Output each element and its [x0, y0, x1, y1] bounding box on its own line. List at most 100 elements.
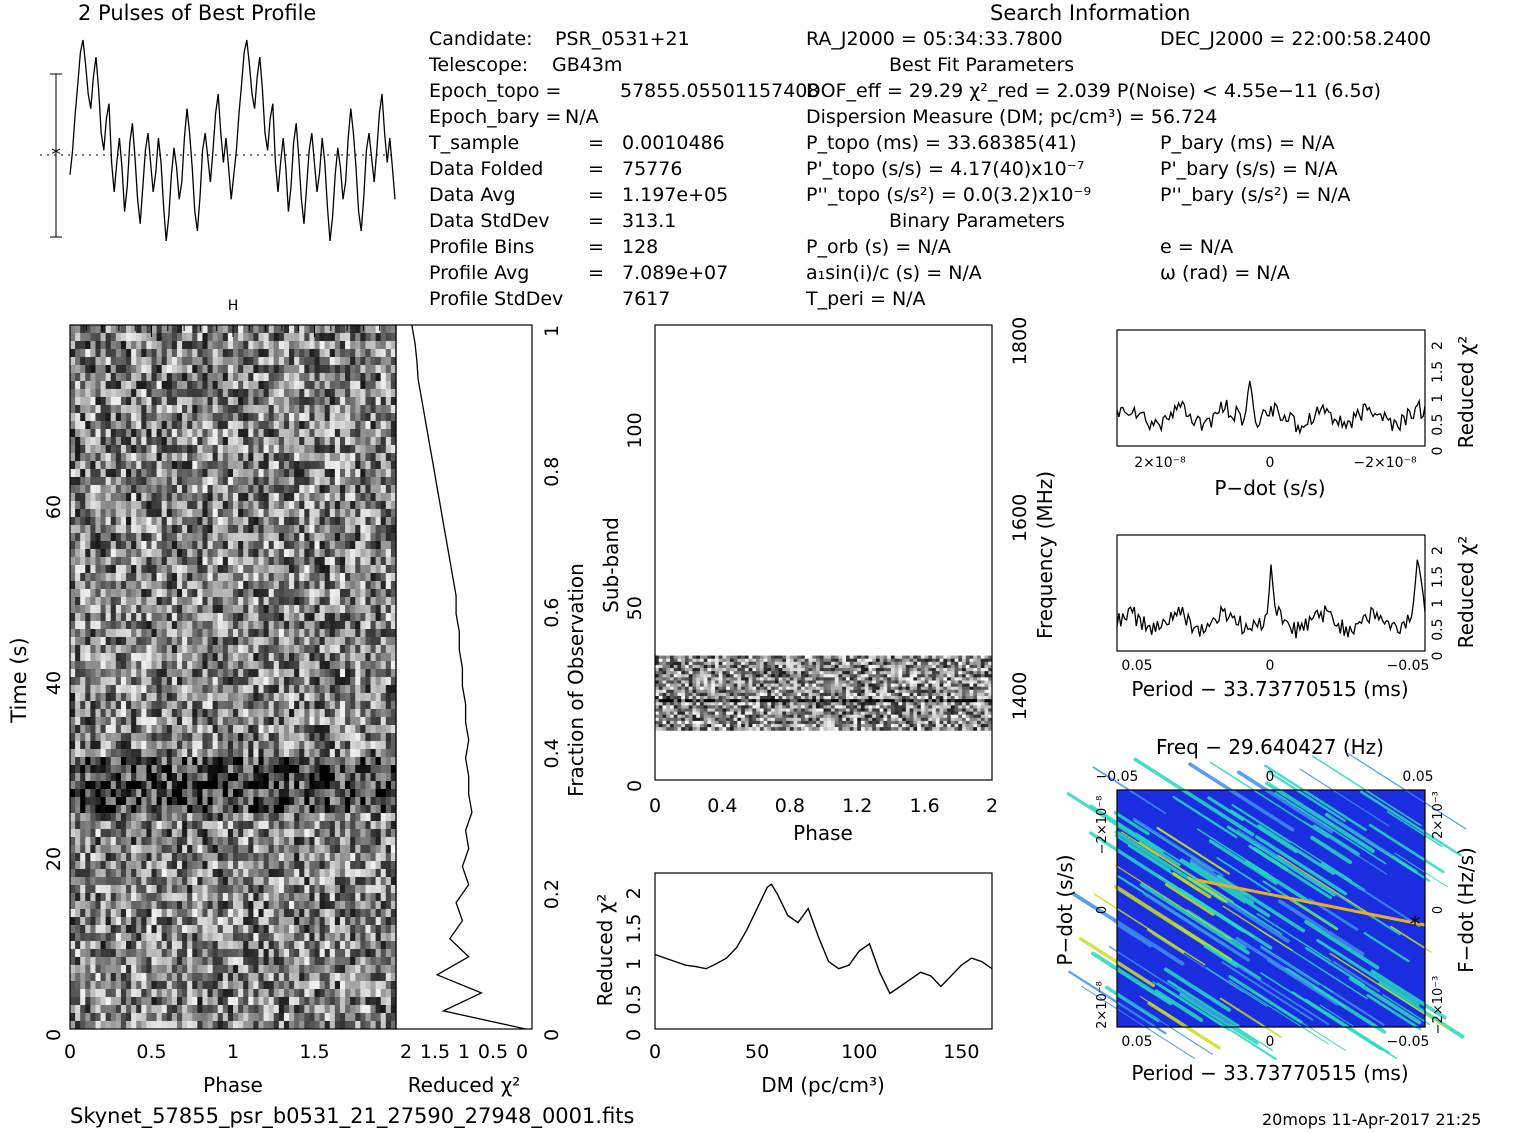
heatmap-cell	[85, 429, 91, 438]
heatmap-cell	[212, 493, 219, 502]
heatmap-cell	[375, 325, 382, 334]
heatmap-cell	[222, 509, 229, 518]
heatmap-cell	[360, 389, 366, 398]
heatmap-cell	[105, 677, 112, 686]
heatmap-cell	[222, 381, 229, 390]
heatmap-cell	[227, 357, 234, 366]
heatmap-cell	[115, 581, 122, 590]
heatmap-cell	[289, 821, 295, 830]
heatmap-cell	[238, 845, 244, 854]
heatmap-cell	[339, 477, 346, 486]
heatmap-cell	[319, 661, 326, 670]
heatmap-cell	[161, 533, 168, 542]
heatmap-cell	[360, 757, 366, 766]
heatmap-cell	[278, 421, 285, 430]
heatmap-cell	[131, 893, 137, 902]
heatmap-cell	[136, 341, 142, 350]
heatmap-cell	[217, 789, 224, 798]
heatmap-cell	[385, 869, 392, 878]
info-val: 0.0010486	[622, 132, 725, 154]
heatmap-cell	[227, 421, 234, 430]
heatmap-cell	[283, 845, 290, 854]
heatmap-cell	[375, 829, 382, 838]
heatmap-cell	[161, 549, 168, 558]
heatmap-cell	[227, 765, 234, 774]
heatmap-cell	[375, 357, 382, 366]
heatmap-cell	[233, 669, 239, 678]
heatmap-cell	[238, 549, 244, 558]
heatmap-cell	[268, 485, 275, 494]
heatmap-cell	[100, 493, 107, 502]
heatmap-cell	[360, 557, 366, 566]
heatmap-cell	[105, 605, 112, 614]
heatmap-cell	[227, 837, 234, 846]
heatmap-cell	[151, 813, 158, 822]
heatmap-cell	[329, 493, 336, 502]
heatmap-cell	[350, 813, 356, 822]
heatmap-cell	[350, 485, 356, 494]
heatmap-cell	[248, 421, 254, 430]
heatmap-cell	[365, 773, 372, 782]
heatmap-cell	[273, 741, 280, 750]
heatmap-cell	[222, 925, 229, 934]
heatmap-cell	[319, 605, 326, 614]
heatmap-cell	[375, 605, 382, 614]
heatmap-cell	[370, 349, 377, 358]
heatmap-cell	[202, 621, 209, 630]
heatmap-cell	[380, 621, 387, 630]
heatmap-cell	[355, 357, 361, 366]
heatmap-cell	[187, 709, 193, 718]
heatmap-cell	[385, 357, 392, 366]
heatmap-cell	[80, 445, 86, 454]
heatmap-cell	[207, 893, 214, 902]
heatmap-cell	[80, 365, 86, 374]
heatmap-cell	[289, 733, 295, 742]
heatmap-cell	[176, 509, 183, 518]
heatmap-cell	[146, 589, 152, 598]
heatmap-cell	[136, 429, 142, 438]
heatmap-cell	[355, 581, 361, 590]
heatmap-cell	[339, 781, 346, 790]
heatmap-cell	[156, 349, 163, 358]
heatmap-cell	[273, 573, 280, 582]
heatmap-cell	[105, 693, 112, 702]
heatmap-cell	[268, 757, 275, 766]
heatmap-cell	[95, 829, 102, 838]
heatmap-cell	[345, 525, 351, 534]
heatmap-cell	[161, 629, 168, 638]
heatmap-cell	[304, 813, 310, 822]
heatmap-cell	[90, 813, 96, 822]
heatmap-cell	[309, 485, 315, 494]
heatmap-cell	[227, 485, 234, 494]
heatmap-cell	[75, 341, 81, 350]
heatmap-cell	[171, 685, 178, 694]
heatmap-cell	[258, 693, 265, 702]
heatmap-cell	[278, 893, 285, 902]
heatmap-cell	[141, 789, 147, 798]
heatmap-cell	[253, 773, 259, 782]
heatmap-cell	[161, 885, 168, 894]
heatmap-cell	[350, 853, 356, 862]
heatmap-cell	[217, 869, 224, 878]
heatmap-cell	[80, 685, 86, 694]
heatmap-cell	[131, 525, 137, 534]
heatmap-cell	[238, 565, 244, 574]
heatmap-cell	[120, 357, 127, 366]
heatmap-cell	[166, 733, 173, 742]
heatmap-cell	[115, 717, 122, 726]
heatmap-cell	[70, 405, 76, 414]
heatmap-cell	[258, 413, 265, 422]
heatmap-cell	[207, 405, 214, 414]
heatmap-cell	[253, 629, 259, 638]
heatmap-cell	[253, 381, 259, 390]
heatmap-cell	[233, 605, 239, 614]
heatmap-cell	[217, 765, 224, 774]
heatmap-cell	[339, 757, 346, 766]
heatmap-cell	[100, 909, 107, 918]
heatmap-cell	[161, 445, 168, 454]
heatmap-cell	[110, 605, 117, 614]
heatmap-cell	[355, 885, 361, 894]
pdd-topo: P''_topo (s/s²) = 0.0(3.2)x10⁻⁹	[806, 184, 1092, 206]
heatmap-cell	[324, 469, 331, 478]
heatmap-cell	[80, 741, 86, 750]
